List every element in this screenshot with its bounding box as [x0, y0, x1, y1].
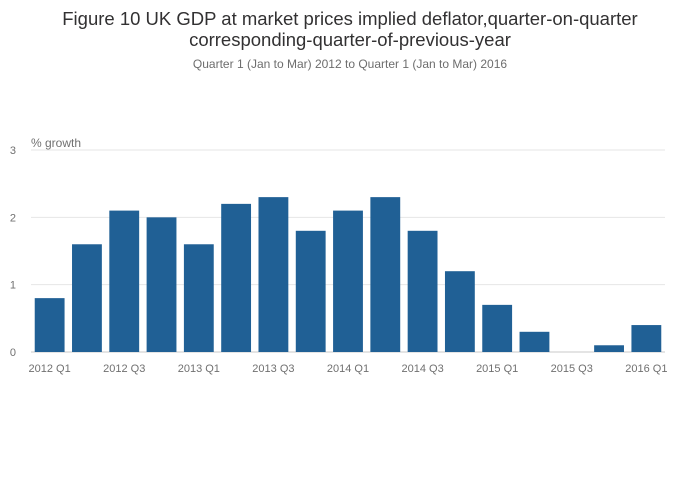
bar-2013-q3	[258, 197, 289, 352]
y-axis-label: % growth	[31, 136, 81, 150]
x-tick-label-2014-q3: 2014 Q3	[401, 363, 443, 375]
bar-2016-q1	[631, 325, 662, 352]
x-tick-label-2012-q3: 2012 Q3	[103, 363, 145, 375]
x-axis-ticks: 2012 Q1 2012 Q3 2013 Q1 2013 Q3 2014 Q1 2014 …	[29, 363, 668, 375]
y-tick-label-0: 0	[10, 347, 16, 359]
bar-2012-q3	[109, 210, 140, 352]
chart-title: Figure 10 UK GDP at market prices implie…	[0, 8, 700, 50]
chart-subtitle: Quarter 1 (Jan to Mar) 2012 to Quarter 1…	[192, 57, 508, 71]
x-tick-label-2015-q1: 2015 Q1	[476, 363, 518, 375]
bar-2013-q4	[295, 230, 326, 352]
bar-2013-q2	[221, 203, 252, 352]
bars	[34, 197, 662, 352]
bar-2015-q2	[519, 331, 550, 352]
bar-2012-q1	[34, 298, 65, 352]
bar-2015-q4	[594, 345, 624, 352]
y-tick-label-3: 3	[10, 145, 16, 157]
x-tick-label-2013-q1: 2013 Q1	[178, 363, 220, 375]
y-axis-ticks: 0 1 2 3	[10, 145, 16, 359]
bar-2014-q1	[333, 210, 363, 352]
bar-2013-q1	[183, 244, 214, 352]
x-tick-label-2013-q3: 2013 Q3	[252, 363, 294, 375]
bar-2014-q4	[444, 271, 475, 352]
y-tick-label-1: 1	[10, 280, 16, 292]
x-tick-label-2016-q1: 2016 Q1	[625, 363, 667, 375]
chart-title-line-1: Figure 10 UK GDP at market prices implie…	[62, 8, 638, 29]
bar-2015-q1	[482, 304, 513, 352]
chart-title-line-2: corresponding-quarter-of-previous-year	[189, 29, 511, 50]
bar-2014-q2	[370, 197, 401, 352]
y-tick-label-2: 2	[10, 212, 16, 224]
bar-2012-q2	[72, 244, 102, 352]
bar-2014-q3	[407, 230, 438, 352]
x-tick-label-2014-q1: 2014 Q1	[327, 363, 369, 375]
bar-2012-q4	[146, 217, 177, 352]
x-tick-label-2012-q1: 2012 Q1	[29, 363, 71, 375]
x-tick-label-2015-q3: 2015 Q3	[551, 363, 593, 375]
